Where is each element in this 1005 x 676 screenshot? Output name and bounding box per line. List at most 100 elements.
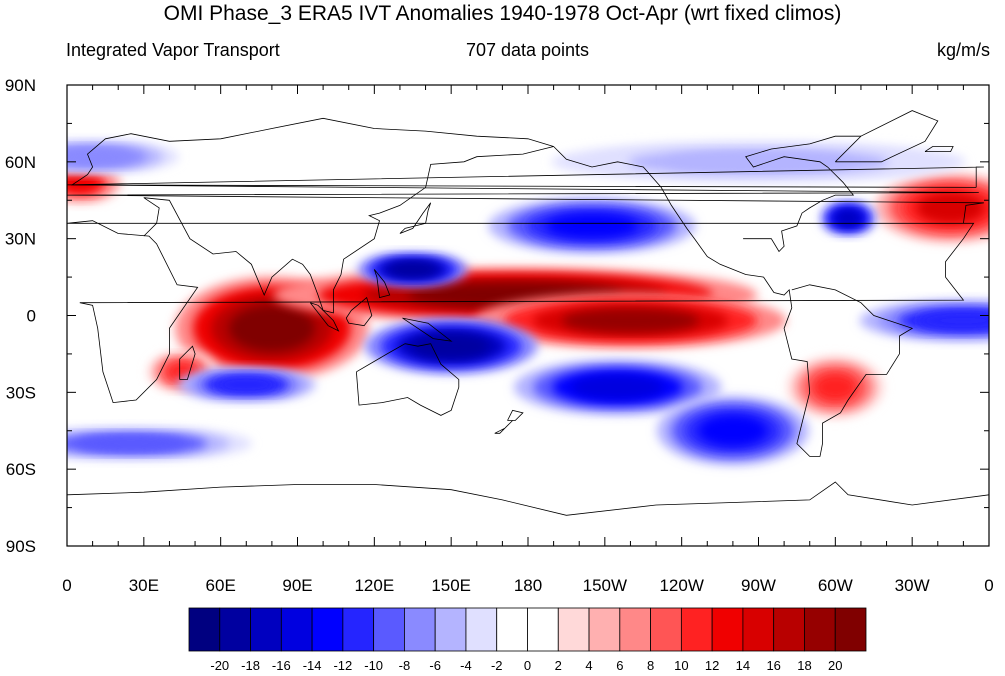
- coastline: [67, 117, 984, 224]
- x-tick-label: 60E: [206, 576, 236, 595]
- coastline: [345, 296, 373, 327]
- coastline: [309, 302, 340, 332]
- colorbar-label: -18: [241, 658, 260, 673]
- anomaly-blob: [77, 435, 185, 452]
- x-tick-label: 150E: [431, 576, 471, 595]
- x-tick-label: 150W: [583, 576, 627, 595]
- anomaly-blob: [917, 311, 989, 330]
- colorbar-box: [373, 607, 405, 652]
- coastlines: [67, 110, 989, 516]
- colorbar-box: [557, 607, 590, 652]
- coastline: [399, 202, 432, 234]
- colorbar-label: 0: [524, 658, 531, 673]
- colorbar-box: [280, 607, 313, 652]
- y-tick-label: 90N: [5, 76, 36, 95]
- colorbar: [188, 607, 867, 652]
- coastline: [835, 110, 939, 163]
- y-tick-label: 90S: [6, 537, 36, 556]
- coastline: [494, 420, 513, 434]
- x-tick-label: 30W: [895, 576, 930, 595]
- coastline: [67, 166, 984, 188]
- anomaly-blob: [561, 308, 700, 333]
- x-tick-label: 120W: [659, 576, 703, 595]
- anomaly-blob: [388, 261, 438, 278]
- anomaly-blob: [545, 213, 639, 239]
- chart-title: OMI Phase_3 ERA5 IVT Anomalies 1940-1978…: [163, 2, 842, 25]
- colorbar-box: [680, 607, 713, 652]
- colorbar-label: -16: [272, 658, 291, 673]
- left-subtitle: Integrated Vapor Transport: [66, 40, 280, 60]
- colorbar-label: 12: [705, 658, 719, 673]
- colorbar-label: 8: [647, 658, 654, 673]
- coastline: [356, 343, 460, 416]
- colorbar-label: -10: [364, 658, 383, 673]
- y-tick-label: 30S: [6, 383, 36, 402]
- x-axis-labels: 0 30E 60E 90E 120E 150E 180 150W 120W 90W 60W 30W 0: [62, 576, 993, 595]
- anomaly-blob: [215, 376, 278, 393]
- colorbar-box: [650, 607, 682, 652]
- anomaly-blob: [916, 192, 985, 224]
- coastline: [67, 220, 975, 404]
- colorbar-box: [834, 607, 867, 652]
- colorbar-box: [619, 607, 651, 652]
- colorbar-box: [804, 607, 836, 652]
- colorbar-label: -2: [491, 658, 503, 673]
- x-tick-label: 0: [984, 576, 993, 595]
- colorbar-box: [188, 607, 221, 652]
- x-tick-label: 0: [62, 576, 71, 595]
- coastline: [402, 317, 453, 342]
- colorbar-box: [404, 607, 436, 652]
- colorbar-label: -20: [210, 658, 229, 673]
- coastline: [67, 481, 989, 516]
- anomaly-blob: [412, 333, 490, 359]
- x-tick-label: 90W: [741, 576, 776, 595]
- coastline: [553, 146, 914, 457]
- colorbar-label: -12: [333, 658, 352, 673]
- coastline: [507, 409, 524, 421]
- colorbar-label: 14: [736, 658, 750, 673]
- colorbar-box: [342, 607, 375, 652]
- y-tick-label: 30N: [5, 230, 36, 249]
- x-tick-label: 180: [514, 576, 542, 595]
- colorbar-label: 16: [766, 658, 780, 673]
- y-axis-labels: 90N 60N 30N 0 30S 60S 90S: [5, 76, 36, 556]
- colorbar-label: -14: [303, 658, 322, 673]
- y-tick-label: 0: [27, 307, 36, 326]
- x-tick-label: 60W: [818, 576, 853, 595]
- colorbar-box: [711, 607, 744, 652]
- anomaly-blob: [67, 149, 132, 165]
- axis-ticks: [66, 84, 990, 547]
- coastline: [924, 146, 954, 152]
- colorbar-label: 20: [828, 658, 842, 673]
- colorbar-label: 18: [797, 658, 811, 673]
- coastline: [373, 269, 391, 299]
- colorbar-box: [465, 607, 498, 652]
- colorbar-box: [742, 607, 775, 652]
- colorbar-box: [527, 607, 559, 652]
- colorbar-labels: -20 -18 -16 -14 -12 -10 -8 -6 -4 -2 0 2 4 6 8 10 12 14 16 1…: [210, 658, 842, 673]
- colorbar-box: [434, 607, 467, 652]
- anomaly-blob: [835, 210, 861, 226]
- colorbar-label: 6: [616, 658, 623, 673]
- center-subtitle: 707 data points: [465, 40, 590, 60]
- x-tick-label: 30E: [129, 576, 159, 595]
- anomaly-blob: [699, 415, 767, 447]
- coastline: [743, 135, 861, 253]
- colorbar-label: -8: [399, 658, 411, 673]
- coastline: [179, 345, 196, 380]
- anomaly-blob: [67, 173, 99, 192]
- colorbar-box: [773, 607, 805, 652]
- colorbar-box: [588, 607, 621, 652]
- x-tick-label: 120E: [354, 576, 394, 595]
- colorbar-box: [219, 607, 251, 652]
- units-label: kg/m/s: [936, 40, 990, 60]
- colorbar-label: 4: [585, 658, 592, 673]
- colorbar-label: 10: [674, 658, 688, 673]
- colorbar-box: [311, 607, 344, 652]
- colorbar-label: 2: [555, 658, 562, 673]
- colorbar-label: -4: [460, 658, 472, 673]
- colorbar-label: -6: [429, 658, 441, 673]
- x-tick-label: 90E: [282, 576, 312, 595]
- colorbar-box: [496, 607, 528, 652]
